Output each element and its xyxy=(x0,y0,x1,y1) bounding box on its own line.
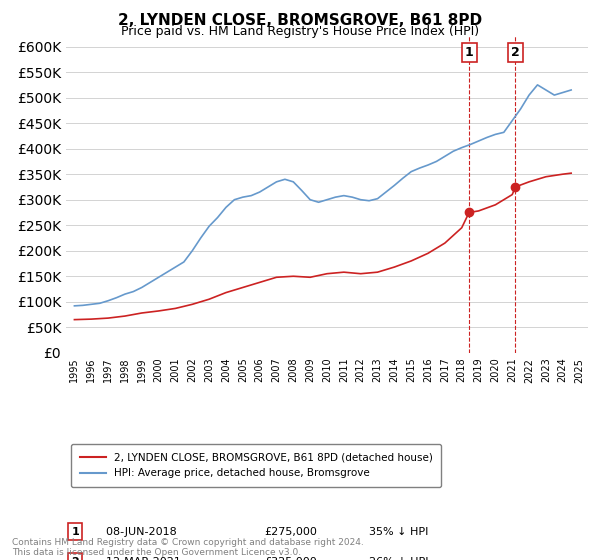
Text: £275,000: £275,000 xyxy=(265,526,317,536)
Text: 08-JUN-2018: 08-JUN-2018 xyxy=(92,526,177,536)
Text: £325,000: £325,000 xyxy=(265,557,317,560)
Text: Price paid vs. HM Land Registry's House Price Index (HPI): Price paid vs. HM Land Registry's House … xyxy=(121,25,479,38)
Text: Contains HM Land Registry data © Crown copyright and database right 2024.
This d: Contains HM Land Registry data © Crown c… xyxy=(12,538,364,557)
Text: 2: 2 xyxy=(511,46,520,59)
Text: 35% ↓ HPI: 35% ↓ HPI xyxy=(369,526,428,536)
Text: 2, LYNDEN CLOSE, BROMSGROVE, B61 8PD: 2, LYNDEN CLOSE, BROMSGROVE, B61 8PD xyxy=(118,13,482,28)
Text: 26% ↓ HPI: 26% ↓ HPI xyxy=(369,557,428,560)
Text: 2: 2 xyxy=(71,557,79,560)
Legend: 2, LYNDEN CLOSE, BROMSGROVE, B61 8PD (detached house), HPI: Average price, detac: 2, LYNDEN CLOSE, BROMSGROVE, B61 8PD (de… xyxy=(71,444,441,487)
Text: 1: 1 xyxy=(71,526,79,536)
Text: 1: 1 xyxy=(465,46,473,59)
Text: 12-MAR-2021: 12-MAR-2021 xyxy=(92,557,181,560)
